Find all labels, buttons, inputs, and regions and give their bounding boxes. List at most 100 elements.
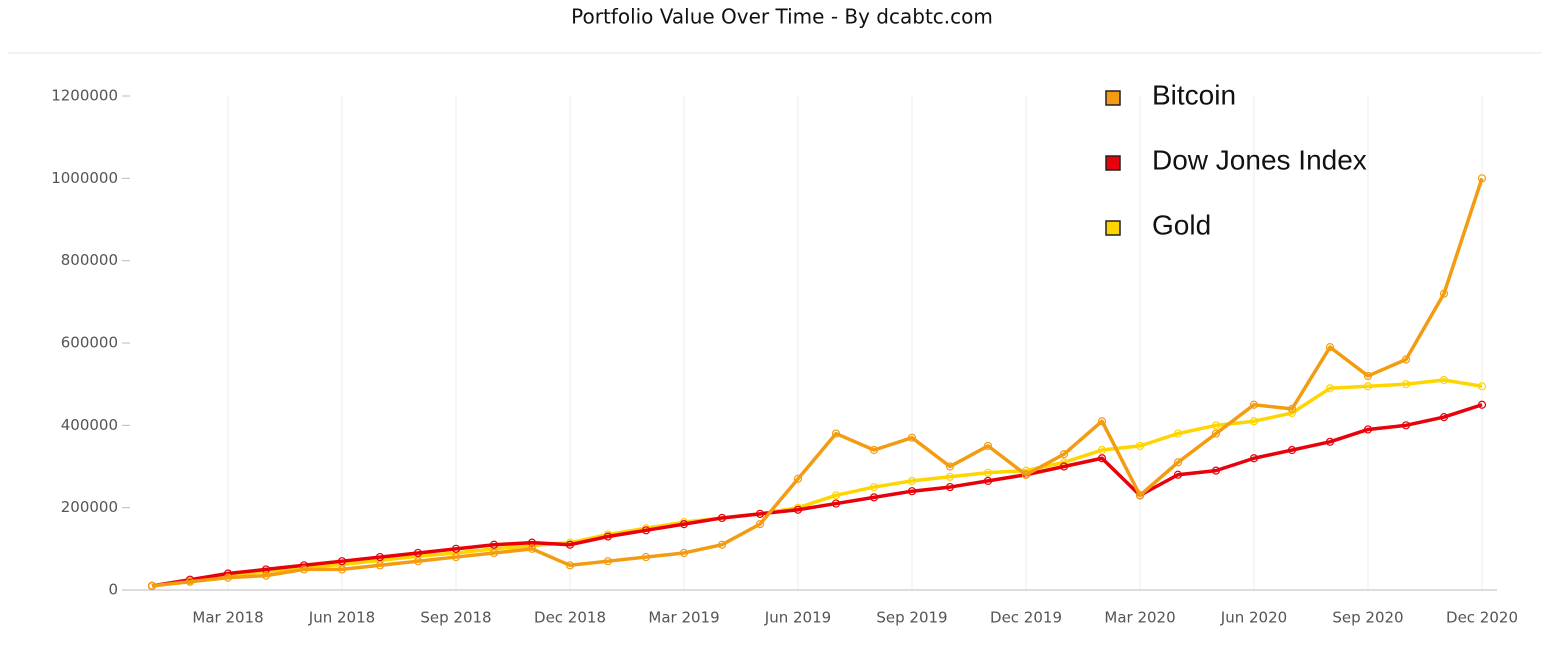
y-tick-label: 1000000: [51, 169, 118, 187]
point: [1363, 425, 1373, 434]
legend-label: Dow Jones Index: [1152, 144, 1367, 175]
y-tick-label: 1200000: [51, 87, 118, 105]
series-line: [151, 177, 1484, 588]
legend-label: Gold: [1152, 209, 1211, 240]
point: [907, 487, 917, 496]
point: [1211, 466, 1221, 475]
point: [983, 476, 993, 486]
point: [1477, 382, 1487, 391]
x-tick-label: Dec 2019: [990, 609, 1062, 627]
point: [375, 561, 385, 570]
point: [1135, 441, 1145, 451]
point: [983, 468, 993, 477]
x-tick-label: Mar 2018: [192, 609, 263, 627]
series-line: [151, 378, 1483, 588]
point: [755, 520, 765, 529]
y-tick-label: 600000: [61, 334, 118, 352]
x-tick-label: Dec 2020: [1446, 609, 1518, 627]
point: [793, 474, 803, 483]
point: [1325, 384, 1335, 393]
point: [1173, 429, 1183, 438]
point: [603, 557, 613, 566]
point: [185, 577, 195, 586]
x-tick-label: Mar 2019: [648, 609, 719, 627]
point: [869, 493, 879, 502]
point: [1401, 355, 1411, 364]
point: [1059, 450, 1069, 459]
x-tick-label: Jun 2019: [764, 609, 831, 627]
point: [1401, 421, 1411, 430]
legend-swatch: [1105, 90, 1121, 106]
point: [451, 544, 461, 553]
point: [299, 565, 309, 574]
point: [223, 573, 233, 582]
point: [1097, 417, 1107, 426]
point: [1021, 470, 1031, 479]
point: [907, 476, 917, 486]
series-line: [151, 403, 1483, 588]
x-tick-label: Sep 2018: [420, 609, 491, 627]
point: [679, 548, 689, 558]
y-tick-label: 0: [108, 581, 118, 599]
point: [945, 482, 955, 492]
point: [1325, 343, 1335, 352]
point: [907, 433, 917, 442]
y-tick-label: 400000: [61, 416, 118, 434]
point: [1249, 417, 1259, 426]
point: [375, 552, 385, 562]
point: [261, 565, 271, 574]
point: [831, 491, 841, 500]
point: [337, 565, 347, 574]
legend-swatch: [1105, 155, 1121, 171]
point: [337, 557, 347, 566]
x-tick-label: Jun 2020: [1220, 609, 1287, 627]
point: [869, 445, 879, 455]
point: [1211, 421, 1221, 430]
point: [413, 548, 423, 558]
point: [945, 472, 955, 481]
x-tick-label: Jun 2018: [308, 609, 375, 627]
point: [1287, 404, 1297, 413]
point: [527, 538, 537, 547]
point: [1439, 375, 1449, 385]
point: [1363, 382, 1373, 391]
point: [983, 441, 993, 451]
point: [1401, 380, 1411, 389]
point: [451, 552, 461, 562]
point: [1439, 289, 1449, 298]
point: [679, 520, 689, 529]
y-tick-label: 800000: [61, 251, 118, 269]
legend-label: Bitcoin: [1152, 79, 1236, 110]
point: [1477, 400, 1487, 409]
point: [1173, 470, 1183, 479]
point: [147, 581, 157, 590]
point: [641, 526, 651, 535]
point: [1249, 400, 1259, 409]
point: [717, 513, 727, 523]
point: [261, 571, 271, 580]
chart-title: Portfolio Value Over Time - By dcabtc.co…: [571, 5, 993, 29]
point: [1135, 491, 1145, 500]
point: [565, 561, 575, 570]
point: [831, 429, 841, 438]
point: [565, 540, 575, 549]
point: [1363, 371, 1373, 381]
point: [831, 499, 841, 508]
point: [1477, 174, 1487, 183]
point: [1059, 462, 1069, 471]
point: [1249, 454, 1259, 463]
point: [869, 482, 879, 492]
point: [413, 557, 423, 566]
point: [1097, 454, 1107, 463]
point: [945, 462, 955, 471]
x-tick-label: Sep 2019: [876, 609, 947, 627]
point: [489, 540, 499, 549]
y-tick-label: 200000: [61, 498, 118, 516]
point: [793, 505, 803, 514]
x-tick-label: Dec 2018: [534, 609, 606, 627]
legend-swatch: [1105, 220, 1121, 236]
point: [1173, 458, 1183, 467]
point: [1287, 445, 1297, 455]
point: [1325, 437, 1335, 446]
